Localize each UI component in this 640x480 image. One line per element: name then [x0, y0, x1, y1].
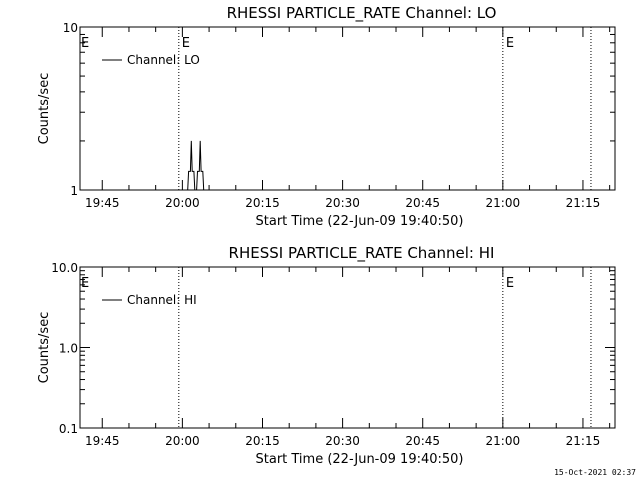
- y-axis-label: Counts/sec: [37, 73, 52, 145]
- x-tick-label: 21:00: [486, 434, 521, 448]
- left-marker-label: E: [81, 276, 89, 291]
- footer-timestamp: 15-Oct-2021 02:37: [554, 468, 636, 477]
- y-tick-label: 1.0: [59, 342, 78, 356]
- x-tick-label: 21:15: [566, 434, 601, 448]
- y-tick-label: 10.0: [51, 261, 78, 275]
- legend-entry: Channel: LO: [127, 53, 200, 67]
- x-tick-label: 20:30: [325, 196, 360, 210]
- x-tick-label: 20:00: [165, 434, 200, 448]
- x-tick-label: 19:45: [85, 434, 120, 448]
- plot-frame: [79, 266, 616, 429]
- y-tick-label: 1: [70, 184, 78, 198]
- y-tick-label: 10: [63, 21, 78, 35]
- x-tick-label: 20:15: [245, 196, 280, 210]
- chart-title: RHESSI PARTICLE_RATE Channel: HI: [229, 244, 495, 263]
- x-tick-label: 21:15: [566, 196, 601, 210]
- time-marker-label: E: [182, 36, 190, 51]
- x-tick-label: 21:00: [486, 196, 521, 210]
- x-tick-label: 20:15: [245, 434, 280, 448]
- x-axis-label: Start Time (22-Jun-09 19:40:50): [256, 214, 464, 229]
- time-marker-label: E: [506, 36, 514, 51]
- x-tick-label: 20:45: [405, 196, 440, 210]
- legend-entry: Channel: HI: [127, 293, 197, 307]
- x-tick-label: 20:00: [165, 196, 200, 210]
- chart-title: RHESSI PARTICLE_RATE Channel: LO: [227, 4, 497, 23]
- time-marker-label: E: [506, 276, 514, 291]
- y-tick-label: 0.1: [59, 422, 78, 436]
- y-axis-label: Counts/sec: [37, 312, 52, 384]
- series-line-1: [187, 140, 205, 191]
- plot-frame: [79, 26, 616, 191]
- x-axis-label: Start Time (22-Jun-09 19:40:50): [256, 452, 464, 467]
- chart-panel-1: RHESSI PARTICLE_RATE Channel: LO Counts/s…: [37, 4, 616, 229]
- x-tick-label: 19:45: [85, 196, 120, 210]
- chart-panel-2: RHESSI PARTICLE_RATE Channel: HI Counts/s…: [37, 244, 616, 467]
- left-marker-label: E: [81, 36, 89, 51]
- x-tick-label: 20:30: [325, 434, 360, 448]
- x-tick-label: 20:45: [405, 434, 440, 448]
